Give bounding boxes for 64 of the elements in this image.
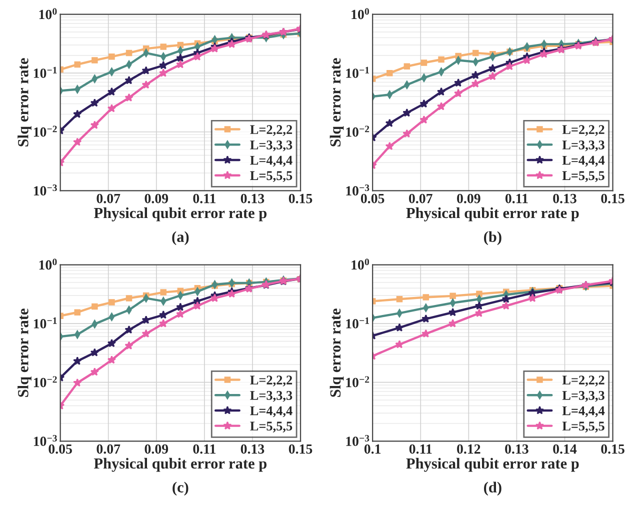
x-tick-label: 0.07 xyxy=(96,444,120,454)
y-axis-title: Slq error rate xyxy=(330,308,344,397)
x-tick-label: 0.15 xyxy=(601,444,624,454)
x-tick-label: 0.07 xyxy=(96,194,120,204)
text: (d) xyxy=(484,482,502,496)
x-tick-label: 0.11 xyxy=(193,444,216,454)
x-tick-label: 0.13 xyxy=(505,444,528,454)
x-tick-label: 0.05 xyxy=(360,194,384,204)
x-tick-label: 0.09 xyxy=(144,194,168,204)
y-tick-label: 10$^{−1}$ xyxy=(346,317,369,328)
legend-label: L=5,5,5 xyxy=(562,422,604,432)
legend-label: L=2,2,2 xyxy=(250,125,292,136)
y-tick-label: 10$^{−2}$ xyxy=(34,126,57,137)
x-tick-label: 0.09 xyxy=(457,194,480,204)
legend-label: L=4,4,4 xyxy=(250,406,292,418)
x-tick-label: 0.13 xyxy=(240,444,264,454)
text: (b) xyxy=(484,231,502,246)
x-tick-label: 0.11 xyxy=(409,444,432,454)
legend-label: L=3,3,3 xyxy=(250,390,292,402)
y-tick-label: 10$^{−1}$ xyxy=(346,66,369,78)
legend-label: L=4,4,4 xyxy=(562,156,605,167)
x-tick-label: 0.13 xyxy=(240,194,264,204)
x-axis-title: Physical qubit error rate p xyxy=(94,207,267,222)
y-tick-label: 10$^{−2}$ xyxy=(346,376,370,388)
y-tick-label: 10$^{−2}$ xyxy=(346,126,370,137)
x-tick-label: 0.15 xyxy=(288,194,312,204)
x-tick-label: 0.11 xyxy=(193,194,216,204)
y-tick-label: 10$^{−1}$ xyxy=(34,317,57,328)
y-tick-label: 10$^{−1}$ xyxy=(34,66,57,78)
x-tick-label: 0.12 xyxy=(457,444,480,454)
x-tick-label: 0.14 xyxy=(553,444,577,454)
y-tick-label: 10$^{0}$ xyxy=(39,258,57,270)
x-tick-label: 0.15 xyxy=(601,194,624,204)
legend-label: L=4,4,4 xyxy=(250,156,292,167)
x-axis-title: Physical qubit error rate p xyxy=(94,458,267,472)
x-tick-label: 0.1 xyxy=(364,444,381,454)
y-axis-title: Slq error rate xyxy=(18,58,32,146)
y-axis-title: Slq error rate xyxy=(18,308,32,397)
y-tick-label: 10$^{0}$ xyxy=(39,8,57,20)
y-tick-label: 10$^{−2}$ xyxy=(34,376,57,388)
legend-label: L=2,2,2 xyxy=(562,376,604,386)
legend-label: L=5,5,5 xyxy=(562,171,604,182)
x-tick-label: 0.15 xyxy=(288,444,312,454)
legend-label: L=5,5,5 xyxy=(250,422,292,432)
text: (c) xyxy=(172,482,188,496)
legend-label: L=2,2,2 xyxy=(562,125,604,136)
y-axis-title: Slq error rate xyxy=(330,58,344,146)
x-tick-label: 0.13 xyxy=(553,194,576,204)
y-tick-label: 10$^{−3}$ xyxy=(34,184,57,196)
x-tick-label: 0.11 xyxy=(505,194,528,204)
x-tick-label: 0.07 xyxy=(408,194,432,204)
legend-label: L=2,2,2 xyxy=(250,376,292,386)
y-tick-label: 10$^{0}$ xyxy=(352,8,369,20)
x-axis-title: Physical qubit error rate p xyxy=(406,458,579,472)
x-tick-label: 0.05 xyxy=(48,444,72,454)
x-axis-title: Physical qubit error rate p xyxy=(406,207,579,222)
legend-label: L=4,4,4 xyxy=(562,406,605,418)
legend-label: L=3,3,3 xyxy=(562,140,604,152)
legend-label: L=5,5,5 xyxy=(250,171,292,182)
legend-label: L=3,3,3 xyxy=(250,140,292,152)
y-tick-label: 10$^{0}$ xyxy=(352,258,369,270)
text: (a) xyxy=(172,231,189,246)
x-tick-label: 0.09 xyxy=(144,444,168,454)
legend-label: L=3,3,3 xyxy=(562,390,604,402)
